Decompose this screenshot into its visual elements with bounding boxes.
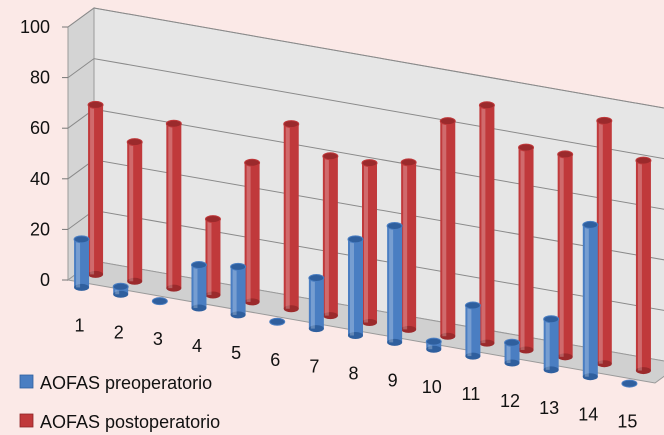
y-axis-ticks: 0 20 40 60 80 100 (20, 17, 68, 290)
x-tick-label: 2 (114, 322, 124, 342)
bars (73, 100, 652, 388)
bar-preoperatorio (190, 261, 207, 312)
bar-postoperatorio (361, 159, 378, 326)
bar-postoperatorio (478, 101, 495, 347)
x-tick-label: 15 (617, 412, 637, 432)
bar-preoperatorio (347, 235, 364, 339)
y-tick-label: 100 (20, 17, 50, 37)
legend-swatch-pre (19, 374, 34, 389)
y-tick-label: 60 (30, 118, 50, 138)
bar-preoperatorio (308, 274, 325, 333)
bar-postoperatorio (400, 158, 417, 333)
bar-preoperatorio (543, 315, 560, 374)
bar-postoperatorio (322, 152, 339, 320)
bar-preoperatorio (621, 379, 638, 388)
bar-preoperatorio (230, 262, 247, 319)
bar-postoperatorio (557, 150, 574, 361)
bar-preoperatorio (269, 317, 286, 326)
x-tick-label: 13 (539, 398, 559, 418)
legend-label-post: AOFAS postoperatorio (40, 412, 220, 432)
y-tick-label: 80 (30, 68, 50, 88)
y-tick-label: 20 (30, 219, 50, 239)
x-tick-label: 6 (270, 350, 280, 370)
x-tick-label: 7 (309, 357, 319, 377)
bar-preoperatorio (112, 282, 129, 298)
bar-postoperatorio (126, 138, 143, 285)
bar-preoperatorio (464, 301, 481, 360)
legend-swatch-post (19, 413, 34, 428)
x-axis-ticks: 1 2 3 4 5 6 7 8 9 10 11 12 13 14 15 (75, 315, 638, 431)
bar-postoperatorio (439, 117, 456, 340)
bar-preoperatorio (386, 221, 403, 346)
x-tick-label: 11 (462, 384, 481, 404)
x-tick-label: 1 (75, 315, 85, 335)
bar-preoperatorio (151, 297, 168, 306)
bar-preoperatorio (582, 220, 599, 381)
y-tick-label: 40 (30, 169, 50, 189)
bar-preoperatorio (425, 337, 442, 353)
x-tick-label: 8 (348, 364, 358, 384)
bar-postoperatorio (518, 143, 535, 354)
bar-preoperatorio (504, 338, 521, 367)
bar-postoperatorio (204, 215, 221, 299)
bar-postoperatorio (635, 156, 652, 375)
bar-postoperatorio (87, 100, 104, 278)
x-tick-label: 10 (422, 377, 442, 397)
x-tick-label: 9 (388, 370, 398, 390)
bar-preoperatorio (73, 235, 90, 291)
bar-postoperatorio (165, 119, 182, 292)
legend: AOFAS preoperatorio AOFAS postoperatorio (19, 373, 220, 432)
x-tick-label: 12 (500, 391, 520, 411)
gridline (67, 7, 664, 109)
x-tick-label: 4 (192, 336, 202, 356)
x-tick-label: 5 (231, 343, 241, 363)
x-tick-label: 14 (578, 405, 598, 425)
legend-label-pre: AOFAS preoperatorio (40, 373, 212, 393)
bar-postoperatorio (244, 158, 261, 306)
x-tick-label: 3 (153, 329, 163, 349)
bar-postoperatorio (283, 120, 300, 313)
y-tick-label: 0 (40, 270, 50, 290)
bar-postoperatorio (596, 116, 613, 368)
